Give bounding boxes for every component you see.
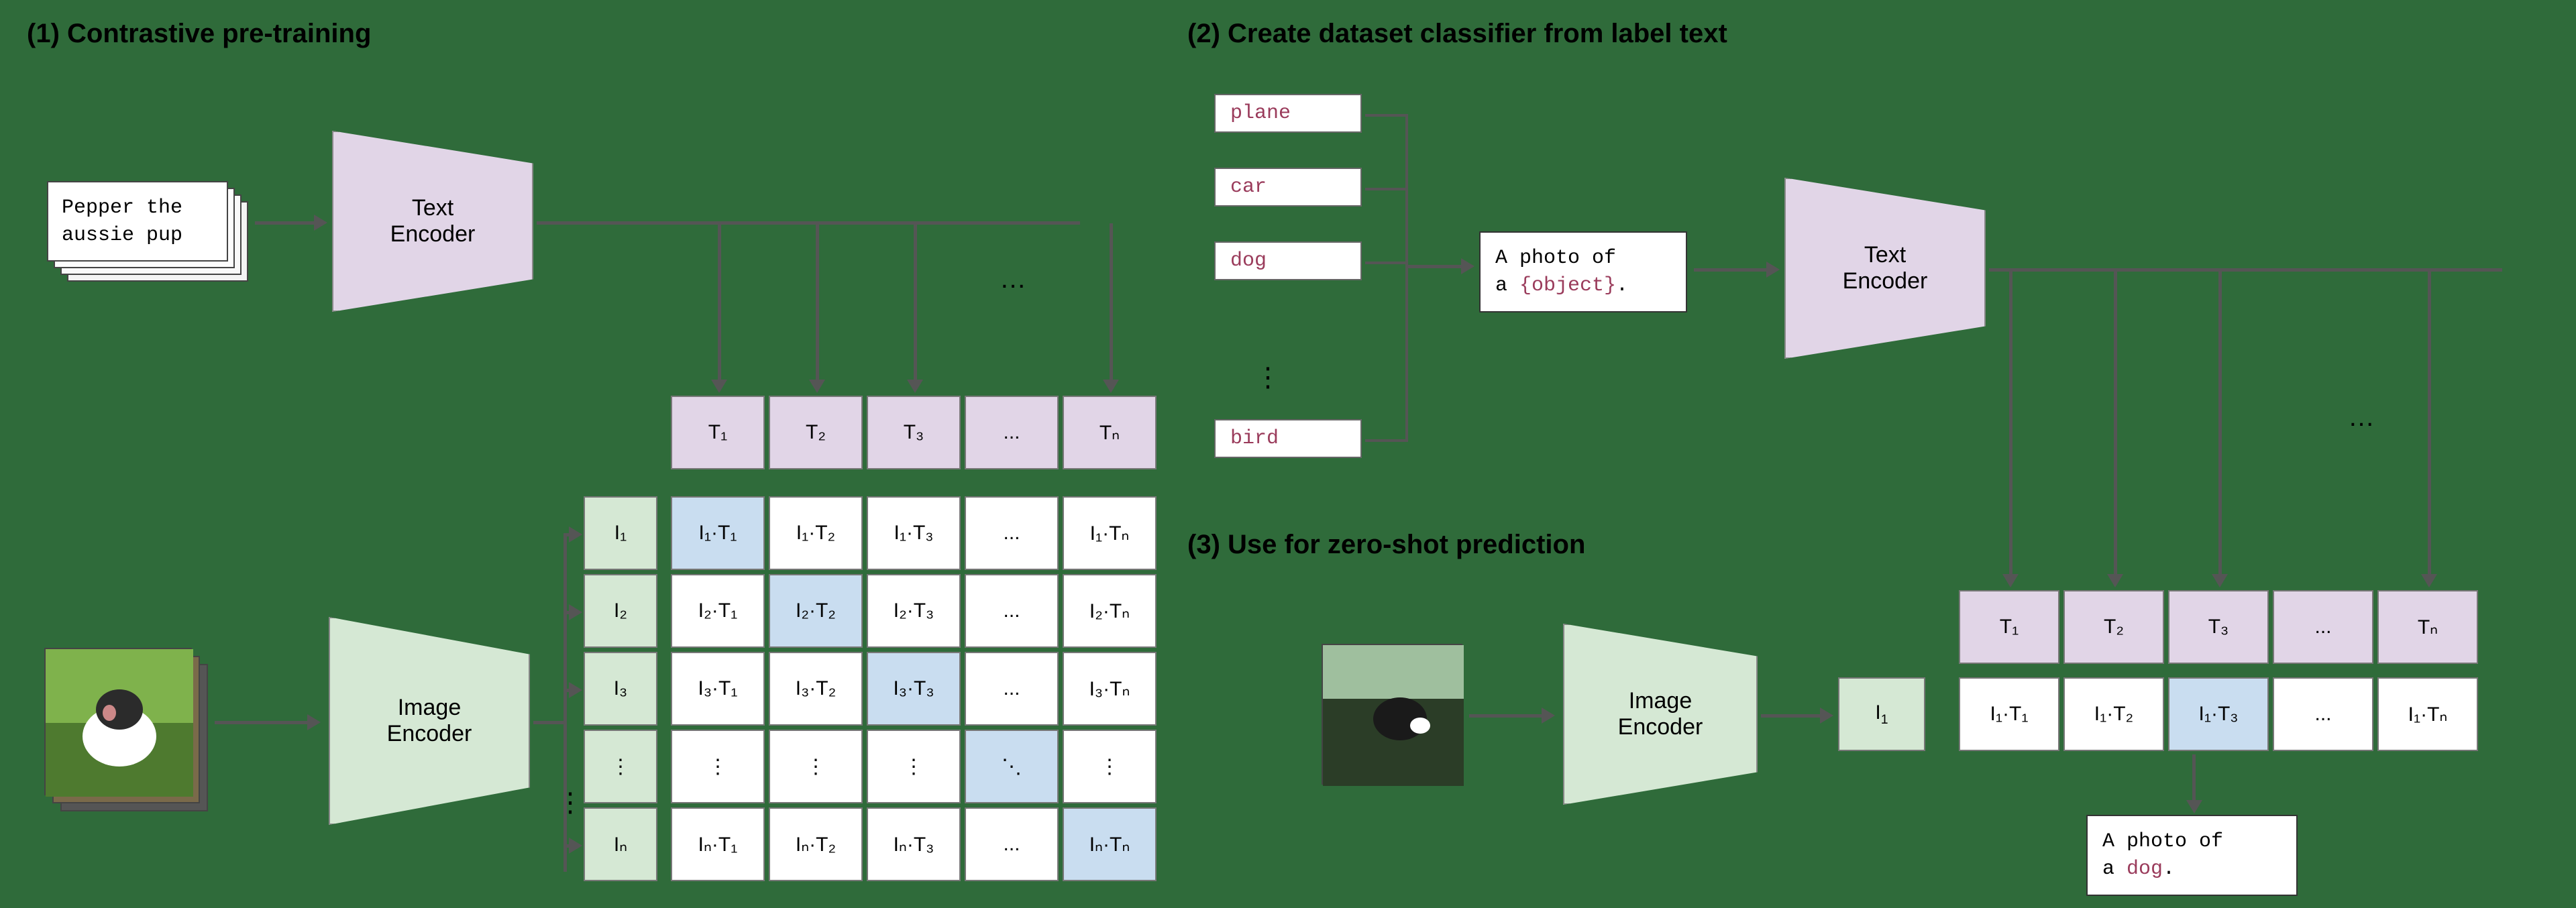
arrow-caption-to-textenc (255, 221, 315, 225)
line-textenc-horiz (537, 221, 1080, 225)
section-1-title: (1) Contrastive pre-training (27, 19, 371, 49)
query-image-icon (1323, 645, 1464, 786)
ellipsis-t-drop: … (1000, 264, 1026, 294)
caption-card: Pepper the aussie pup (47, 181, 228, 262)
image-encoder-p1: Image Encoder (329, 617, 530, 825)
t-header-0: T₁ (671, 396, 765, 469)
i-header-1: I₂ (584, 574, 657, 648)
cell-2-4: I₃·Tₙ (1063, 652, 1157, 726)
cell-4-4: Iₙ·Tₙ (1063, 807, 1157, 881)
p3-row-2: I₁·T₃ (2168, 677, 2269, 751)
p3-t-1: T₂ (2063, 590, 2164, 664)
label-plane: plane (1214, 94, 1362, 133)
cell-1-0: I₂·T₁ (671, 574, 765, 648)
ellipsis-i-branch: ⋮ (557, 787, 584, 818)
cell-2-2: I₃·T₃ (867, 652, 961, 726)
i-header-4: Iₙ (584, 807, 657, 881)
t-header-3: ... (965, 396, 1059, 469)
section-2-title: (2) Create dataset classifier from label… (1187, 19, 1727, 49)
p3-t-4: Tₙ (2377, 590, 2478, 664)
cell-3-0: ⋮ (671, 730, 765, 803)
cell-3-3: ⋱ (965, 730, 1059, 803)
prompt-template: A photo of a {object}. (1479, 231, 1687, 313)
cell-2-3: ... (965, 652, 1059, 726)
cell-0-3: ... (965, 496, 1059, 570)
cell-2-1: I₃·T₂ (769, 652, 863, 726)
labels-ellipsis: ⋮ (1254, 362, 1281, 393)
cell-0-2: I₁·T₃ (867, 496, 961, 570)
t-header-2: T₃ (867, 396, 961, 469)
cell-3-4: ⋮ (1063, 730, 1157, 803)
cell-0-0: I₁·T₁ (671, 496, 765, 570)
cell-3-1: ⋮ (769, 730, 863, 803)
t-header-1: T₂ (769, 396, 863, 469)
p3-t-0: T₁ (1959, 590, 2059, 664)
i-header-3: ⋮ (584, 730, 657, 803)
cell-3-2: ⋮ (867, 730, 961, 803)
text-encoder-p2: Text Encoder (1784, 178, 1986, 359)
t-header-4: Tₙ (1063, 396, 1157, 469)
p3-row-0: I₁·T₁ (1959, 677, 2059, 751)
text-encoder-p1: Text Encoder (332, 131, 533, 312)
result-box: A photo of a dog. (2086, 815, 2298, 896)
arrow-img-to-imgenc (215, 721, 309, 724)
label-bird: bird (1214, 419, 1362, 458)
cell-1-2: I₂·T₃ (867, 574, 961, 648)
p3-row-1: I₁·T₂ (2063, 677, 2164, 751)
query-image (1322, 644, 1462, 785)
cell-4-0: Iₙ·T₁ (671, 807, 765, 881)
label-car: car (1214, 168, 1362, 207)
cell-0-1: I₁·T₂ (769, 496, 863, 570)
p3-t-3: ... (2273, 590, 2373, 664)
p3-t-2: T₃ (2168, 590, 2269, 664)
ellipsis-t-drop-p3: … (2348, 402, 2375, 433)
section-3-title: (3) Use for zero-shot prediction (1187, 530, 1585, 560)
cell-1-4: I₂·Tₙ (1063, 574, 1157, 648)
i-header-2: I₃ (584, 652, 657, 726)
cell-4-1: Iₙ·T₂ (769, 807, 863, 881)
cell-0-4: I₁·Tₙ (1063, 496, 1157, 570)
p3-row-4: I₁·Tₙ (2377, 677, 2478, 751)
cell-1-3: ... (965, 574, 1059, 648)
cell-1-1: I₂·T₂ (769, 574, 863, 648)
cell-4-3: ... (965, 807, 1059, 881)
p3-row-3: ... (2273, 677, 2373, 751)
dog-thumb-icon (46, 649, 193, 797)
i1-cell-p3: I1 (1838, 677, 1925, 751)
label-dog: dog (1214, 241, 1362, 280)
cell-4-2: Iₙ·T₃ (867, 807, 961, 881)
cell-2-0: I₃·T₁ (671, 652, 765, 726)
image-encoder-p3: Image Encoder (1563, 624, 1758, 805)
i-header-0: I₁ (584, 496, 657, 570)
